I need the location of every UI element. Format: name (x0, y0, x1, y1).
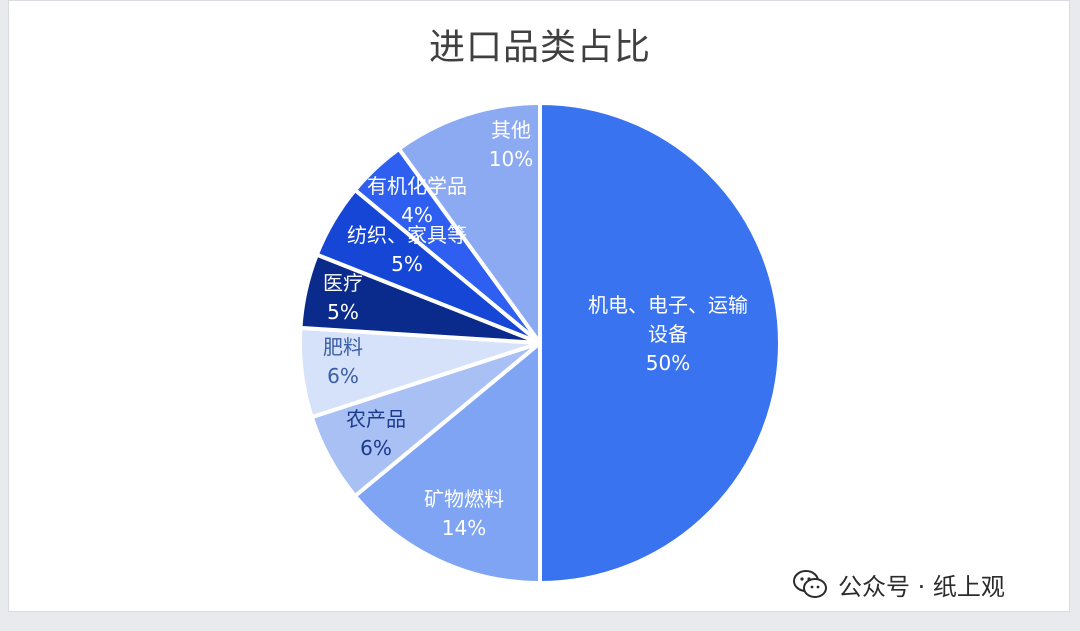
slice-label: 其他 10% (489, 118, 533, 171)
slice-value: 6% (360, 436, 392, 460)
pie-slice (353, 341, 542, 585)
slice-value: 5% (327, 300, 359, 324)
slice-name: 农产品 (346, 407, 406, 431)
slice-value: 50% (646, 351, 690, 375)
slice-label: 农产品 6% (346, 407, 406, 460)
slice-label: 纺织、家具等 5% (347, 223, 467, 276)
slice-value: 14% (442, 516, 486, 540)
watermark-text: 公众号 · 纸上观 (838, 572, 1005, 601)
slice-value: 10% (489, 147, 533, 171)
slice-name: 医疗 (323, 271, 363, 295)
wechat-icon (793, 570, 827, 598)
slice-label: 医疗 5% (323, 271, 363, 324)
slice-name: 设备 (648, 322, 688, 346)
slice-name: 矿物燃料 (424, 487, 504, 511)
pie-slice (396, 101, 542, 345)
watermark: 公众号 · 纸上观 (792, 566, 1005, 602)
slice-label: 有机化学品 4% (367, 174, 467, 227)
slice-value: 4% (401, 203, 433, 227)
slice-name: 机电、电子、运输 (588, 293, 748, 317)
chart-title: 进口品类占比 (428, 27, 651, 68)
slice-value: 6% (327, 364, 359, 388)
pie-slices (298, 101, 782, 585)
slice-name: 其他 (491, 118, 531, 142)
slice-label: 矿物燃料 14% (424, 487, 504, 540)
slice-name: 肥料 (323, 335, 363, 359)
pie-labels: 机电、电子、运输设备 50% 矿物燃料 14% 农产品 6% 肥料 6% 医疗 5% 纺织、家具等 5… (323, 118, 748, 540)
slice-label: 肥料 6% (323, 335, 363, 388)
slice-label: 机电、电子、运输设备 50% (588, 293, 748, 375)
slice-name: 纺织、家具等 (347, 223, 467, 247)
pie-slice (538, 101, 782, 585)
slice-name: 有机化学品 (367, 174, 467, 198)
slice-value: 5% (391, 252, 423, 276)
